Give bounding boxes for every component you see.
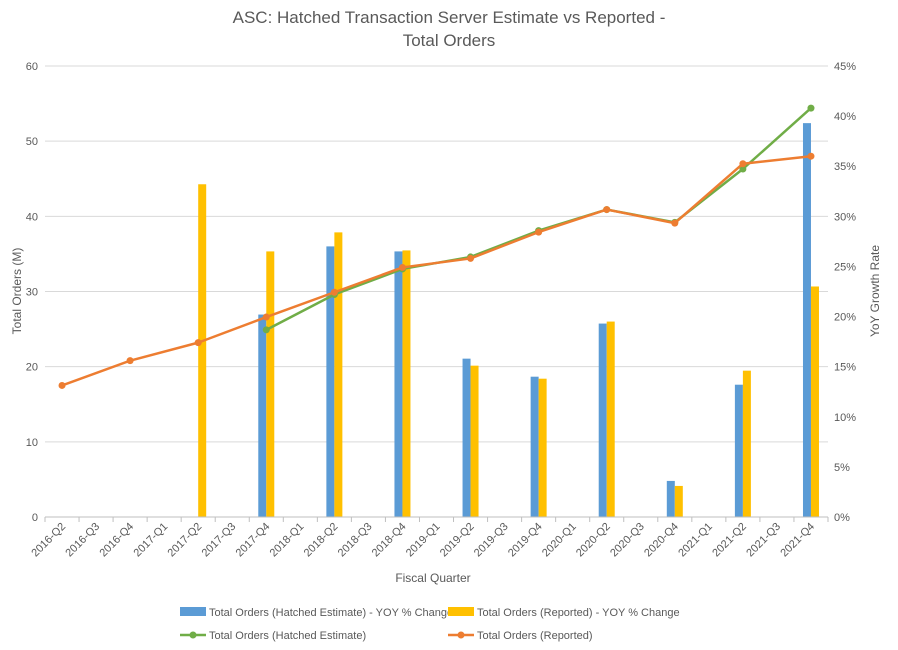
bar — [402, 250, 411, 518]
chart-title-line-1: ASC: Hatched Transaction Server Estimate… — [233, 8, 666, 27]
x-tick-label: 2020-Q4 — [642, 521, 681, 560]
x-tick-label: 2020-Q1 — [540, 521, 579, 560]
legend-swatch-marker — [457, 631, 465, 639]
series-point — [58, 381, 66, 389]
series-point — [739, 160, 747, 168]
x-tick-label: 2019-Q2 — [438, 521, 477, 560]
series-point — [671, 219, 679, 227]
y2-tick-label: 5% — [834, 462, 850, 474]
x-tick-label: 2020-Q3 — [608, 521, 647, 560]
x-tick-label: 2017-Q3 — [200, 521, 239, 560]
bar-series — [198, 123, 819, 518]
legend-label: Total Orders (Hatched Estimate) — [209, 630, 366, 642]
y-tick-label: 60 — [26, 61, 38, 73]
y-axis-title: Total Orders (M) — [10, 248, 24, 335]
y-tick-label: 30 — [26, 287, 38, 299]
x-tick-label: 2018-Q1 — [268, 521, 307, 560]
gridlines — [45, 65, 828, 518]
series-point — [535, 228, 543, 236]
y2-tick-label: 20% — [834, 312, 856, 324]
series-point — [126, 357, 134, 365]
x-tick-label: 2017-Q1 — [132, 521, 171, 560]
y2-tick-label: 40% — [834, 111, 856, 123]
x-tick-label: 2018-Q4 — [370, 521, 409, 560]
x-tick-label: 2021-Q2 — [710, 521, 749, 560]
y2-tick-label: 45% — [834, 61, 856, 73]
legend-label: Total Orders (Reported) - YOY % Change — [477, 607, 680, 619]
y2-tick-label: 30% — [834, 211, 856, 223]
bar — [666, 480, 675, 517]
y2-tick-label: 0% — [834, 512, 850, 524]
x-tick-label: 2017-Q4 — [234, 521, 273, 560]
bar — [470, 365, 479, 517]
y2-tick-label: 10% — [834, 412, 856, 424]
left-axis: 0 10 20 30 40 50 60 — [26, 61, 38, 524]
series-point — [807, 152, 815, 160]
y-tick-label: 50 — [26, 136, 38, 148]
bar — [598, 323, 607, 517]
bar — [258, 314, 267, 517]
y2-tick-label: 35% — [834, 161, 856, 173]
legend-swatch — [180, 607, 206, 616]
bar — [674, 485, 683, 517]
x-tick-label: 2019-Q4 — [506, 521, 545, 560]
x-tick-label: 2018-Q2 — [302, 521, 341, 560]
series-line — [61, 154, 812, 387]
x-tick-label: 2020-Q2 — [574, 521, 613, 560]
x-tick-label: 2016-Q2 — [29, 521, 68, 560]
series-point — [194, 339, 202, 347]
y-tick-label: 20 — [26, 362, 38, 374]
bar — [394, 251, 403, 517]
x-axis-title: Fiscal Quarter — [395, 571, 470, 585]
y-tick-label: 0 — [32, 512, 38, 524]
series-point — [739, 165, 747, 173]
y-tick-label: 40 — [26, 211, 38, 223]
bar — [538, 378, 547, 517]
line-series — [58, 104, 815, 389]
x-axis: 2016-Q22016-Q32016-Q42017-Q12017-Q22017-… — [29, 516, 829, 560]
y2-axis-title: YoY Growth Rate — [868, 245, 882, 337]
x-tick-label: 2021-Q3 — [744, 521, 783, 560]
bar — [802, 123, 811, 518]
bar — [198, 184, 207, 518]
series-point — [262, 313, 270, 321]
series-point — [398, 263, 406, 271]
bar — [742, 370, 751, 517]
x-tick-label: 2021-Q4 — [778, 521, 817, 560]
bar — [326, 246, 335, 517]
bar — [606, 321, 615, 517]
legend: Total Orders (Hatched Estimate) - YOY % … — [180, 607, 680, 642]
series-point — [262, 326, 270, 334]
y2-tick-label: 25% — [834, 261, 856, 273]
bar — [462, 358, 471, 517]
x-tick-label: 2019-Q3 — [472, 521, 511, 560]
bar — [266, 251, 275, 517]
series-point — [330, 288, 338, 296]
legend-label: Total Orders (Reported) — [477, 630, 593, 642]
legend-label: Total Orders (Hatched Estimate) - YOY % … — [209, 607, 453, 619]
x-tick-label: 2016-Q4 — [97, 521, 136, 560]
x-tick-label: 2018-Q3 — [336, 521, 375, 560]
bar — [530, 376, 539, 517]
x-tick-label: 2017-Q2 — [166, 521, 205, 560]
bar — [334, 232, 343, 517]
x-tick-label: 2021-Q1 — [676, 521, 715, 560]
legend-swatch-marker — [189, 631, 197, 639]
right-axis: 0% 5% 10% 15% 20% 25% 30% 35% 40% 45% — [834, 61, 856, 524]
chart-title-line-2: Total Orders — [403, 31, 496, 50]
bar — [810, 286, 819, 517]
bar — [734, 384, 743, 517]
series-point — [467, 254, 475, 262]
x-tick-label: 2016-Q3 — [63, 521, 102, 560]
legend-swatch — [448, 607, 474, 616]
y2-tick-label: 15% — [834, 362, 856, 374]
series-point — [603, 206, 611, 214]
series-point — [807, 104, 815, 112]
y-tick-label: 10 — [26, 437, 38, 449]
x-tick-label: 2019-Q1 — [404, 521, 443, 560]
